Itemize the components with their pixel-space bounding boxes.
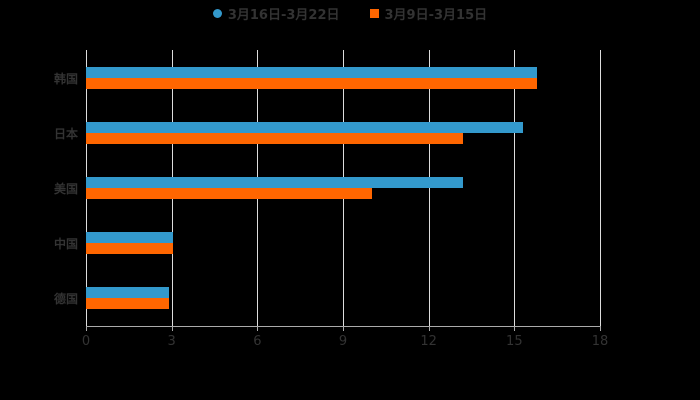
chart-legend: 3月16日-3月22日 3月9日-3月15日 bbox=[0, 4, 700, 23]
legend-square-icon bbox=[369, 9, 379, 18]
x-tick-label: 12 bbox=[420, 334, 437, 349]
x-tick-label: 18 bbox=[591, 334, 609, 349]
y-category-label: 德国 bbox=[53, 292, 78, 307]
legend-label: 3月16日-3月22日 bbox=[227, 8, 340, 23]
bar-series-1[interactable] bbox=[86, 232, 174, 244]
bar-series-2[interactable] bbox=[86, 132, 463, 144]
x-tick bbox=[257, 326, 259, 331]
x-tick-label: 0 bbox=[81, 334, 91, 349]
x-tick bbox=[171, 326, 173, 331]
bar-series-1[interactable] bbox=[86, 177, 463, 188]
legend-circle-icon bbox=[212, 9, 222, 18]
y-category-label: 韩国 bbox=[53, 71, 78, 86]
legend-item-series-1[interactable]: 3月16日-3月22日 bbox=[212, 4, 340, 23]
x-tick bbox=[600, 326, 601, 331]
x-tick bbox=[428, 326, 430, 331]
y-category-label: 中国 bbox=[53, 237, 78, 252]
gridline bbox=[428, 50, 430, 326]
bar-series-2[interactable] bbox=[86, 188, 372, 199]
gridline bbox=[514, 50, 516, 326]
legend-item-series-2[interactable]: 3月9日-3月15日 bbox=[369, 4, 488, 23]
bar-series-1[interactable] bbox=[86, 287, 169, 299]
bar-series-2[interactable] bbox=[86, 77, 538, 89]
bar-series-2[interactable] bbox=[86, 243, 174, 255]
x-tick bbox=[343, 326, 344, 331]
legend-label: 3月9日-3月15日 bbox=[384, 8, 488, 23]
gridline bbox=[600, 50, 601, 326]
y-category-label: 日本 bbox=[53, 126, 78, 141]
x-tick-label: 3 bbox=[167, 334, 176, 349]
x-tick-label: 6 bbox=[253, 334, 262, 349]
bar-series-2[interactable] bbox=[86, 298, 169, 310]
x-axis-line bbox=[86, 326, 601, 327]
x-tick bbox=[514, 326, 516, 331]
x-tick-label: 9 bbox=[338, 334, 348, 349]
y-category-label: 美国 bbox=[53, 182, 78, 196]
bar-series-1[interactable] bbox=[86, 121, 523, 133]
x-tick bbox=[86, 326, 87, 331]
x-tick-label: 15 bbox=[506, 334, 523, 349]
bar-series-1[interactable] bbox=[86, 66, 538, 78]
